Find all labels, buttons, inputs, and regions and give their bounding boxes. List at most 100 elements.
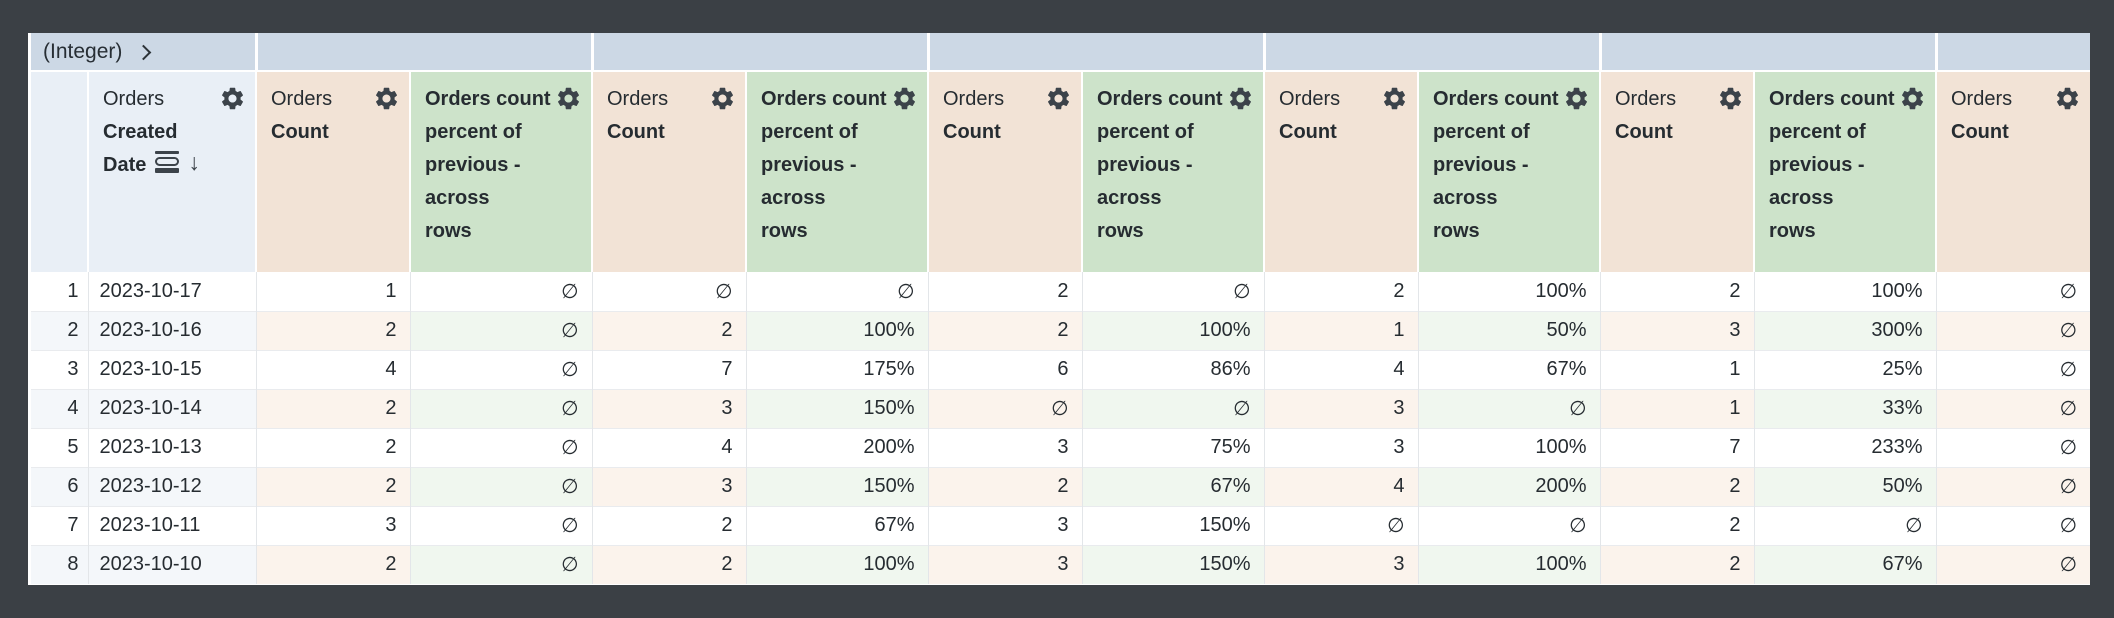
count-value-cell[interactable]: 2 [256, 544, 411, 584]
percent-value-cell[interactable]: 150% [1082, 505, 1265, 545]
column-header-orders-count[interactable]: Orders Count [1936, 71, 2090, 272]
percent-value-cell[interactable]: 300% [1754, 310, 1937, 350]
percent-value-cell[interactable]: 150% [746, 388, 929, 428]
column-header-orders-created-date[interactable]: Orders Created Date ↓ [88, 71, 257, 272]
gear-icon[interactable] [891, 85, 918, 112]
count-value-cell[interactable]: 3 [592, 388, 747, 428]
column-header-orders-count-percent-of-previous[interactable]: Orders count percent of previous - across ro… [1082, 71, 1265, 272]
column-header-orders-count[interactable]: Orders Count [1264, 71, 1419, 272]
count-value-cell[interactable]: ∅ [1936, 388, 2090, 428]
count-value-cell[interactable]: 2 [1600, 466, 1755, 506]
count-value-cell[interactable]: 2 [592, 505, 747, 545]
count-value-cell[interactable]: 2 [256, 388, 411, 428]
count-value-cell[interactable]: 3 [1264, 427, 1419, 467]
percent-value-cell[interactable]: 175% [746, 349, 929, 389]
percent-value-cell[interactable]: 200% [746, 427, 929, 467]
count-value-cell[interactable]: 3 [1264, 388, 1419, 428]
percent-value-cell[interactable]: 100% [1082, 310, 1265, 350]
count-value-cell[interactable]: 4 [256, 349, 411, 389]
percent-value-cell[interactable]: ∅ [410, 272, 593, 311]
gear-icon[interactable] [1899, 85, 1926, 112]
date-cell[interactable]: 2023-10-15 [88, 349, 257, 389]
percent-value-cell[interactable]: 67% [1754, 544, 1937, 584]
percent-value-cell[interactable]: 67% [1082, 466, 1265, 506]
percent-value-cell[interactable]: 25% [1754, 349, 1937, 389]
percent-value-cell[interactable]: 33% [1754, 388, 1937, 428]
count-value-cell[interactable]: 1 [1264, 310, 1419, 350]
count-value-cell[interactable]: 7 [1600, 427, 1755, 467]
percent-value-cell[interactable]: 150% [746, 466, 929, 506]
percent-value-cell[interactable]: 100% [1418, 544, 1601, 584]
percent-value-cell[interactable]: ∅ [410, 466, 593, 506]
gear-icon[interactable] [1045, 85, 1072, 112]
percent-value-cell[interactable]: ∅ [410, 505, 593, 545]
percent-value-cell[interactable]: ∅ [410, 544, 593, 584]
percent-value-cell[interactable]: 50% [1754, 466, 1937, 506]
percent-value-cell[interactable]: ∅ [410, 310, 593, 350]
count-value-cell[interactable]: 3 [928, 544, 1083, 584]
count-value-cell[interactable]: 2 [592, 544, 747, 584]
count-value-cell[interactable]: 3 [592, 466, 747, 506]
pivot-field-cell[interactable]: (Integer) [31, 33, 258, 72]
count-value-cell[interactable]: 3 [1264, 544, 1419, 584]
chevron-right-icon[interactable] [136, 44, 152, 60]
count-value-cell[interactable]: 3 [1600, 310, 1755, 350]
percent-value-cell[interactable]: ∅ [1082, 388, 1265, 428]
count-value-cell[interactable]: 1 [256, 272, 411, 311]
gear-icon[interactable] [219, 85, 246, 112]
percent-value-cell[interactable]: ∅ [1082, 272, 1265, 311]
count-value-cell[interactable]: 3 [928, 427, 1083, 467]
count-value-cell[interactable]: ∅ [1936, 544, 2090, 584]
count-value-cell[interactable]: ∅ [592, 272, 747, 311]
column-header-orders-count[interactable]: Orders Count [256, 71, 411, 272]
gear-icon[interactable] [1717, 85, 1744, 112]
percent-value-cell[interactable]: ∅ [1754, 505, 1937, 545]
gear-icon[interactable] [555, 85, 582, 112]
count-value-cell[interactable]: ∅ [1936, 349, 2090, 389]
gear-icon[interactable] [1227, 85, 1254, 112]
sort-desc-arrow-icon[interactable]: ↓ [188, 148, 200, 175]
percent-value-cell[interactable]: 86% [1082, 349, 1265, 389]
count-value-cell[interactable]: 1 [1600, 388, 1755, 428]
count-value-cell[interactable]: 4 [1264, 349, 1419, 389]
gear-icon[interactable] [1563, 85, 1590, 112]
date-cell[interactable]: 2023-10-13 [88, 427, 257, 467]
gear-icon[interactable] [1381, 85, 1408, 112]
column-header-orders-count[interactable]: Orders Count [1600, 71, 1755, 272]
percent-value-cell[interactable]: ∅ [1418, 505, 1601, 545]
percent-value-cell[interactable]: 233% [1754, 427, 1937, 467]
count-value-cell[interactable]: 3 [928, 505, 1083, 545]
date-cell[interactable]: 2023-10-12 [88, 466, 257, 506]
column-header-orders-count-percent-of-previous[interactable]: Orders count percent of previous - across ro… [1418, 71, 1601, 272]
count-value-cell[interactable]: ∅ [1936, 427, 2090, 467]
date-cell[interactable]: 2023-10-14 [88, 388, 257, 428]
count-value-cell[interactable]: ∅ [1936, 310, 2090, 350]
percent-value-cell[interactable]: ∅ [746, 272, 929, 311]
column-header-orders-count[interactable]: Orders Count [592, 71, 747, 272]
date-cell[interactable]: 2023-10-10 [88, 544, 257, 584]
column-header-orders-count-percent-of-previous[interactable]: Orders count percent of previous - across ro… [410, 71, 593, 272]
percent-value-cell[interactable]: 67% [1418, 349, 1601, 389]
count-value-cell[interactable]: 2 [928, 272, 1083, 311]
percent-value-cell[interactable]: 150% [1082, 544, 1265, 584]
count-value-cell[interactable]: 4 [1264, 466, 1419, 506]
count-value-cell[interactable]: 7 [592, 349, 747, 389]
count-value-cell[interactable]: 2 [1600, 505, 1755, 545]
percent-value-cell[interactable]: ∅ [410, 349, 593, 389]
count-value-cell[interactable]: ∅ [1264, 505, 1419, 545]
count-value-cell[interactable]: 6 [928, 349, 1083, 389]
count-value-cell[interactable]: ∅ [1936, 505, 2090, 545]
count-value-cell[interactable]: 2 [256, 466, 411, 506]
count-value-cell[interactable]: 2 [928, 310, 1083, 350]
count-value-cell[interactable]: 1 [1600, 349, 1755, 389]
date-cell[interactable]: 2023-10-11 [88, 505, 257, 545]
count-value-cell[interactable]: 4 [592, 427, 747, 467]
column-header-orders-count[interactable]: Orders Count [928, 71, 1083, 272]
count-value-cell[interactable]: 2 [592, 310, 747, 350]
count-value-cell[interactable]: 2 [1264, 272, 1419, 311]
count-value-cell[interactable]: 3 [256, 505, 411, 545]
count-value-cell[interactable]: ∅ [1936, 466, 2090, 506]
percent-value-cell[interactable]: ∅ [410, 388, 593, 428]
column-header-orders-count-percent-of-previous[interactable]: Orders count percent of previous - across ro… [746, 71, 929, 272]
percent-value-cell[interactable]: ∅ [1418, 388, 1601, 428]
